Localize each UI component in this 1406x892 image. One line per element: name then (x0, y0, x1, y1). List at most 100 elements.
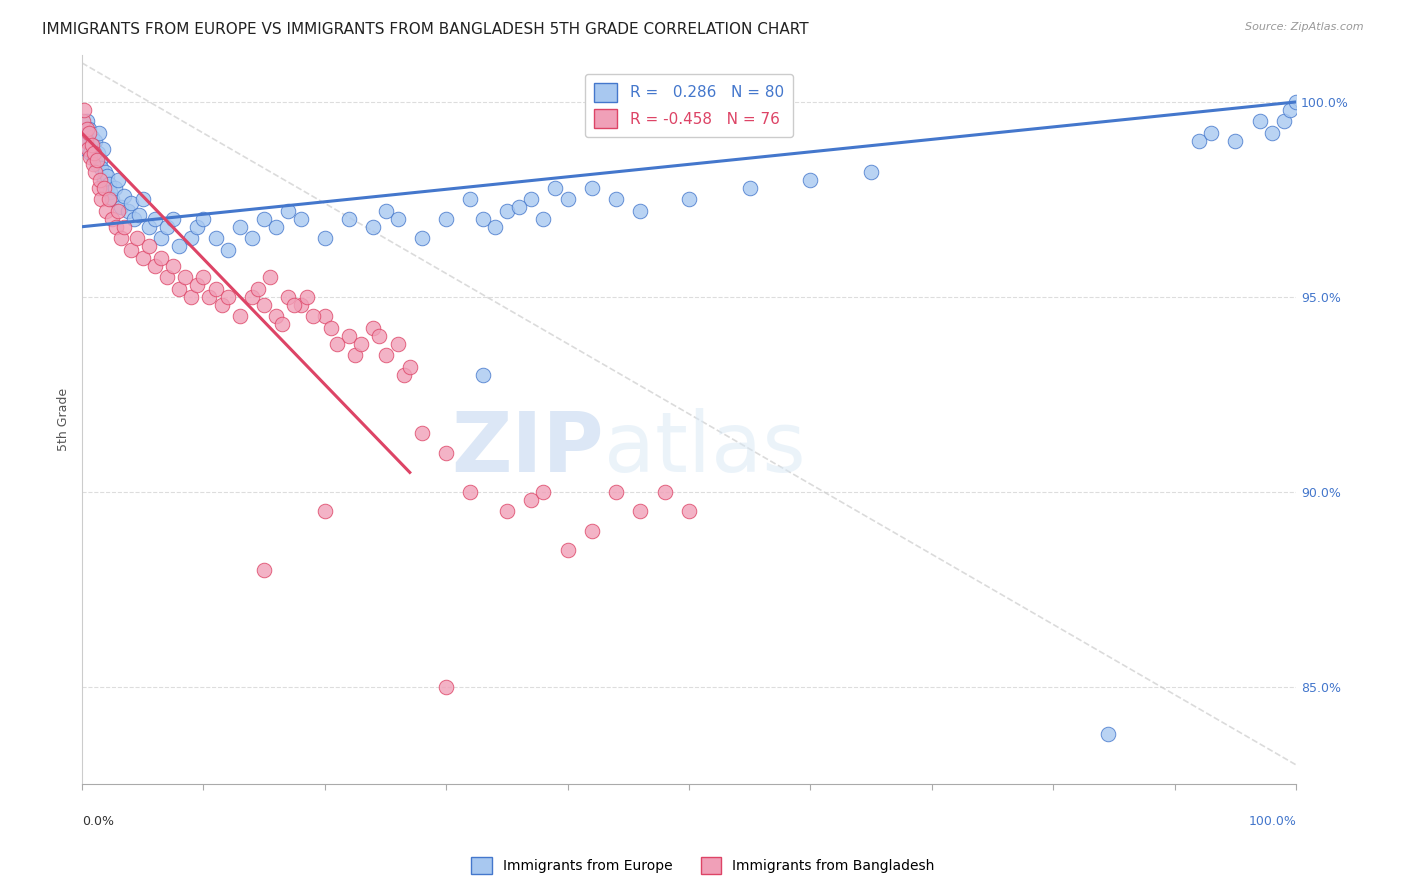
Point (471, 211, 494, 226)
Point (107, 173, 129, 187)
Point (94, 165, 117, 179)
Point (531, 211, 554, 226)
Point (368, 329, 391, 343)
Point (484, 219, 506, 234)
Point (90, 161, 112, 176)
Point (80, 137, 103, 152)
Point (89, 173, 111, 187)
Point (392, 368, 415, 382)
Point (87, 180, 110, 194)
Point (180, 231, 202, 245)
Point (143, 259, 166, 273)
Point (91, 142, 114, 156)
Point (162, 259, 184, 273)
Point (264, 310, 287, 324)
Point (87, 126, 110, 140)
Point (557, 543, 579, 558)
Point (83, 149, 105, 163)
Point (581, 180, 603, 194)
Point (186, 219, 208, 234)
Point (314, 504, 336, 518)
Text: 0.0%: 0.0% (82, 815, 114, 828)
Point (277, 290, 299, 304)
Point (1249, 114, 1271, 128)
Point (1261, 126, 1284, 140)
Point (211, 298, 233, 312)
Point (387, 336, 409, 351)
Point (114, 219, 136, 234)
Point (75, 142, 97, 156)
Point (434, 446, 457, 460)
Point (204, 282, 226, 296)
Point (97, 193, 120, 207)
Point (630, 204, 652, 219)
Point (198, 290, 221, 304)
Point (76, 122, 98, 136)
Point (496, 204, 519, 219)
Point (398, 360, 420, 375)
Point (89, 153, 111, 168)
Point (75, 134, 97, 148)
Point (411, 231, 433, 245)
Point (107, 204, 129, 219)
Point (387, 211, 409, 226)
Point (460, 193, 482, 207)
Point (101, 193, 124, 207)
Point (1097, 727, 1119, 741)
Point (87, 145, 110, 160)
Point (1199, 126, 1222, 140)
Point (193, 270, 215, 285)
Point (73, 103, 96, 117)
Text: IMMIGRANTS FROM EUROPE VS IMMIGRANTS FROM BANGLADESH 5TH GRADE CORRELATION CHART: IMMIGRANTS FROM EUROPE VS IMMIGRANTS FRO… (42, 22, 808, 37)
Point (131, 251, 153, 265)
Point (434, 211, 457, 226)
Point (605, 193, 627, 207)
Point (344, 348, 367, 362)
Point (96, 169, 118, 183)
Point (605, 484, 627, 499)
Point (125, 231, 148, 245)
Point (84, 134, 107, 148)
Point (84, 165, 107, 179)
Point (277, 204, 299, 219)
Point (434, 680, 457, 694)
Point (76, 114, 98, 128)
Point (240, 290, 263, 304)
Point (167, 239, 190, 253)
Point (174, 270, 197, 285)
Point (186, 278, 208, 293)
Text: atlas: atlas (605, 409, 806, 490)
Point (77, 122, 100, 136)
Text: 100.0%: 100.0% (1249, 815, 1296, 828)
Point (557, 193, 579, 207)
Point (1285, 95, 1308, 109)
Point (229, 310, 252, 324)
Point (259, 270, 281, 285)
Point (77, 126, 100, 140)
Point (531, 484, 554, 499)
Point (520, 193, 543, 207)
Point (82, 137, 104, 152)
Point (149, 231, 172, 245)
Point (77, 142, 100, 156)
Point (295, 290, 318, 304)
Text: ZIP: ZIP (451, 409, 605, 490)
Point (156, 270, 179, 285)
Point (326, 336, 349, 351)
Point (117, 204, 139, 219)
Point (114, 188, 136, 202)
Y-axis label: 5th Grade: 5th Grade (58, 388, 70, 451)
Point (253, 563, 276, 577)
Point (1225, 134, 1247, 148)
Point (98, 185, 121, 199)
Point (79, 149, 101, 163)
Point (138, 239, 160, 253)
Point (149, 251, 172, 265)
Legend: R =   0.286   N = 80, R = -0.458   N = 76: R = 0.286 N = 80, R = -0.458 N = 76 (585, 74, 793, 137)
Point (86, 157, 108, 171)
Point (217, 243, 239, 257)
Point (860, 165, 883, 179)
Point (508, 200, 530, 214)
Point (630, 504, 652, 518)
Point (496, 504, 519, 518)
